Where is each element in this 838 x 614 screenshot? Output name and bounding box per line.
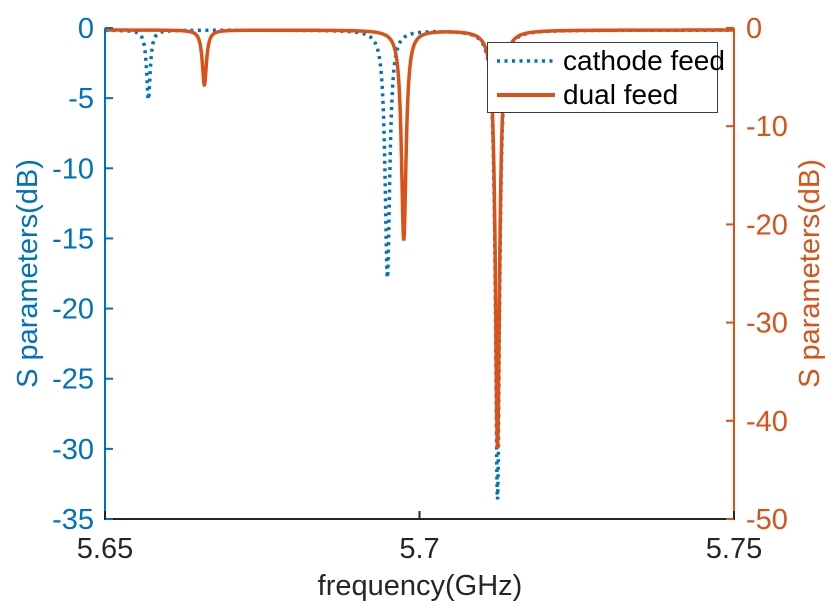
series-line-dual-feed xyxy=(105,28,734,449)
left-axis-tick-label: -20 xyxy=(52,294,94,326)
x-axis-tick-label: 5.65 xyxy=(77,533,133,565)
legend-sample-solid-line xyxy=(497,92,555,97)
legend: cathode feed dual feed xyxy=(487,42,725,113)
legend-item-cathode-feed: cathode feed xyxy=(495,45,725,76)
right-axis-tick-label: -50 xyxy=(746,504,788,536)
right-axis-tick-label: -10 xyxy=(746,111,788,143)
left-axis-tick-label: -25 xyxy=(52,364,94,396)
left-axis-tick-label: -10 xyxy=(52,153,94,185)
left-axis-tick-label: 0 xyxy=(78,13,94,45)
right-axis-tick-label: -40 xyxy=(746,406,788,438)
left-axis-tick-label: -5 xyxy=(68,83,94,115)
legend-item-dual-feed: dual feed xyxy=(495,78,717,110)
left-axis-tick-label: -15 xyxy=(52,223,94,255)
right-axis-tick-label: 0 xyxy=(746,13,762,45)
right-axis-tick-label: -30 xyxy=(746,308,788,340)
legend-label-dual-feed: dual feed xyxy=(563,78,679,110)
legend-sample-dotted-line xyxy=(497,58,555,63)
x-axis-tick-label: 5.7 xyxy=(399,533,439,565)
x-axis-tick-label: 5.75 xyxy=(706,533,762,565)
left-axis-tick-label: -30 xyxy=(52,434,94,466)
left-axis-tick-label: -35 xyxy=(52,504,94,536)
x-axis-title: frequency(GHz) xyxy=(317,570,523,602)
right-axis-tick-label: -20 xyxy=(746,209,788,241)
legend-label-cathode-feed: cathode feed xyxy=(563,44,725,76)
